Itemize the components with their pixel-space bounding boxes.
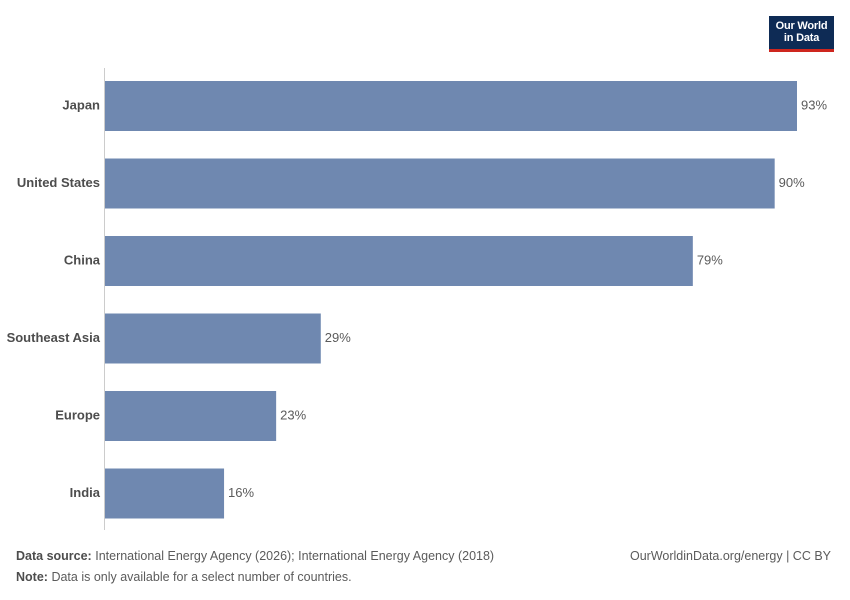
value-label-united-states: 90%	[779, 175, 805, 190]
data-source-text[interactable]: International Energy Agency (2026); Inte…	[95, 549, 495, 563]
category-label-southeast-asia: Southeast Asia	[7, 330, 101, 345]
category-label-europe: Europe	[55, 407, 100, 422]
bar-india[interactable]	[105, 468, 225, 519]
bar-europe[interactable]	[105, 391, 277, 441]
value-label-southeast-asia: 29%	[325, 330, 351, 345]
bar-japan[interactable]	[105, 81, 797, 131]
bar-southeast-asia[interactable]	[105, 313, 321, 364]
logo-line-2: in Data	[783, 32, 820, 44]
note-text: Data is only available for a select numb…	[51, 570, 352, 584]
note-label: Note:	[16, 570, 48, 584]
category-label-united-states: United States	[17, 175, 100, 190]
value-label-japan: 93%	[801, 97, 827, 112]
bar-chart: Japan 93% United States 90% China 79% Southeas…	[7, 68, 827, 530]
logo-line-1: Our World	[775, 20, 828, 32]
value-label-europe: 23%	[280, 407, 306, 422]
bars-group: Japan 93% United States 90% China 79% Southeas…	[7, 81, 827, 519]
source-link[interactable]: OurWorldinData.org/energy | CC BY	[629, 549, 831, 563]
owid-logo[interactable]: Our World in Data	[769, 16, 834, 52]
value-label-china: 79%	[697, 252, 723, 267]
value-label-india: 16%	[228, 485, 254, 500]
note: Note: Data is only available for a selec…	[16, 570, 352, 584]
category-label-india: India	[70, 485, 101, 500]
data-source: Data source: International Energy Agency…	[16, 549, 494, 563]
data-source-label: Data source:	[16, 549, 92, 563]
bar-china[interactable]	[105, 236, 693, 286]
category-label-japan: Japan	[62, 97, 100, 112]
category-label-china: China	[64, 252, 101, 267]
bar-united-states[interactable]	[105, 158, 775, 209]
